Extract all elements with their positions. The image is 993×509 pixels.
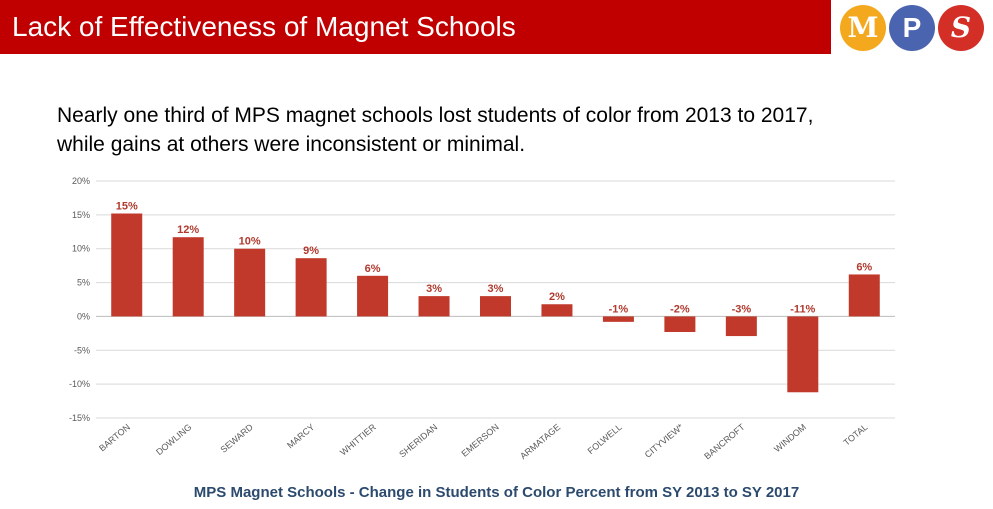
data-label: 12%: [177, 224, 199, 236]
y-tick-label: -15%: [69, 413, 90, 423]
bar-armatage: [541, 304, 573, 317]
data-label: 3%: [488, 283, 504, 295]
logo-p-circle: P: [889, 5, 935, 51]
y-tick-label: 0%: [77, 311, 90, 321]
title-bar: Lack of Effectiveness of Magnet Schools: [0, 0, 831, 54]
chart-caption: MPS Magnet Schools - Change in Students …: [193, 484, 800, 501]
bar-total: [848, 274, 880, 317]
data-label: 6%: [856, 261, 872, 273]
bar-dowling: [172, 237, 204, 317]
logo-s-circle: S: [938, 5, 984, 51]
slide-title: Lack of Effectiveness of Magnet Schools: [12, 11, 516, 42]
data-label: 9%: [303, 245, 319, 257]
y-tick-label: -10%: [69, 379, 90, 389]
data-label: -1%: [609, 303, 629, 315]
data-label: 2%: [549, 291, 565, 303]
subtitle-line-1: Nearly one third of MPS magnet schools l…: [57, 104, 814, 127]
bar-emerson: [480, 296, 511, 317]
bar-windom: [787, 316, 819, 393]
bar-seward: [234, 248, 266, 317]
x-tick-label: SEWARD: [219, 422, 256, 455]
bar-marcy: [295, 258, 327, 317]
logo-m-circle: M: [840, 5, 886, 51]
bar-bancroft: [725, 316, 757, 337]
x-tick-label: CITYVIEW*: [643, 422, 686, 460]
x-tick-label: WINDOM: [772, 422, 808, 454]
data-label: -2%: [670, 303, 690, 315]
x-tick-label: BANCROFT: [702, 422, 747, 462]
x-tick-label: EMERSON: [459, 422, 500, 459]
subtitle-line-2: while gains at others were inconsistent …: [57, 133, 526, 156]
bar-barton: [111, 213, 143, 317]
data-label: -11%: [790, 303, 815, 315]
x-tick-label: WHITTIER: [338, 422, 378, 458]
data-label: 15%: [116, 201, 138, 213]
y-tick-label: -5%: [74, 345, 90, 355]
x-tick-label: ARMATAGE: [518, 422, 562, 461]
bar-cityview: [664, 316, 696, 333]
y-tick-label: 15%: [72, 210, 90, 220]
data-label: -3%: [732, 303, 752, 315]
x-tick-label: DOWLING: [154, 422, 193, 457]
y-tick-label: 10%: [72, 244, 90, 254]
mps-logo: M P S: [838, 5, 988, 55]
bar-chart: 20% 15% 10% 5% 0% -5% -10% -15% 15% BARTON 12% DOWL…: [69, 176, 895, 462]
x-tick-label: SHERIDAN: [397, 422, 439, 460]
x-tick-label: FOLWELL: [586, 422, 624, 456]
y-tick-label: 5%: [77, 278, 90, 288]
bar-whittier: [357, 275, 389, 317]
data-label: 6%: [365, 263, 381, 275]
bar-folwell: [602, 316, 634, 322]
data-label: 10%: [239, 236, 261, 248]
y-tick-label: 20%: [72, 176, 90, 186]
x-tick-label: BARTON: [97, 422, 132, 454]
x-tick-label: TOTAL: [842, 422, 870, 448]
x-tick-label: MARCY: [285, 422, 316, 451]
bar-sheridan: [418, 296, 450, 317]
slide-subtitle: Nearly one third of MPS magnet schools l…: [57, 101, 957, 159]
data-label: 3%: [426, 283, 442, 295]
